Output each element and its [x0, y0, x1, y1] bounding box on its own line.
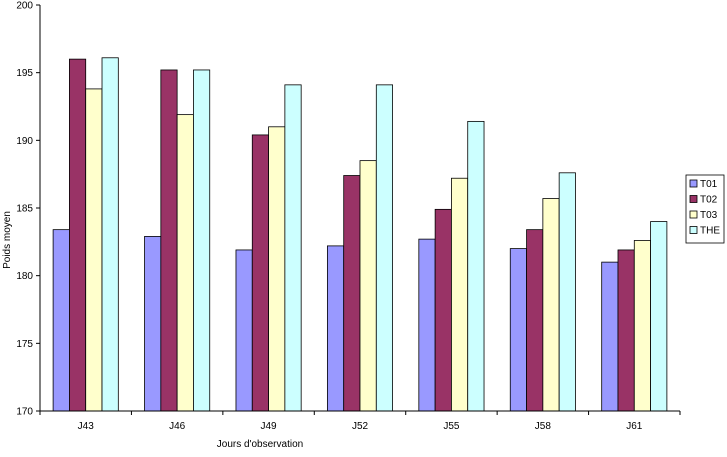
legend-swatch-t02 — [689, 195, 698, 203]
y-tick-label: 200 — [16, 1, 33, 12]
legend-swatch-the — [689, 226, 698, 234]
bar-t03-j52 — [359, 160, 377, 412]
bar-t01-j46 — [144, 236, 162, 412]
labels-layer: 170 175 180 185 190 195 200 J43 J46 J49 J52 J55 J58 J… — [16, 1, 642, 433]
legend-swatch-t03 — [689, 210, 698, 219]
bar-t02-j43 — [69, 58, 87, 412]
legend-label-t02: T02 — [700, 195, 718, 206]
legend-swatch-t01 — [689, 179, 698, 188]
x-tick-label: J46 — [169, 421, 186, 432]
bar-t02-j52 — [343, 175, 361, 412]
bar-the-j58 — [558, 172, 576, 412]
bar-t02-j61 — [617, 249, 635, 412]
x-tick-label: J55 — [443, 421, 460, 432]
bar-t02-j58 — [526, 229, 544, 412]
y-axis-title: Poids moyen — [2, 211, 13, 269]
y-tick-label: 195 — [16, 68, 33, 79]
x-tick-label: J58 — [535, 421, 552, 432]
bar-t03-j61 — [633, 240, 651, 412]
legend-label-t01: T01 — [700, 179, 718, 190]
legend-label-the: THE — [700, 226, 720, 237]
x-tick-label: J49 — [261, 421, 278, 432]
bar-t01-j52 — [326, 245, 345, 412]
bar-t03-j55 — [451, 177, 469, 412]
bar-t01-j58 — [509, 248, 527, 412]
y-tick-label: 180 — [16, 271, 33, 282]
y-tick-label: 185 — [16, 204, 33, 215]
bar-t03-j43 — [85, 88, 103, 412]
bar-t01-j49 — [235, 249, 253, 412]
x-tick-label: J43 — [78, 421, 95, 432]
bar-t02-j46 — [160, 69, 178, 412]
legend: T01 T02 T03 THE — [685, 174, 725, 244]
bar-t01-j43 — [52, 229, 70, 412]
y-tick-label: 175 — [16, 339, 33, 350]
bar-the-j49 — [284, 84, 302, 412]
bar-the-j55 — [467, 120, 485, 412]
bar-the-j46 — [193, 69, 211, 412]
x-tick-label: J52 — [352, 421, 369, 432]
bar-t02-j55 — [434, 208, 452, 412]
bar-the-j43 — [101, 57, 119, 412]
bars-layer — [52, 57, 668, 412]
y-tick-label: 190 — [16, 136, 33, 147]
x-tick-label: J61 — [626, 421, 643, 432]
x-axis-title: Jours d'observation — [217, 439, 303, 450]
bar-t03-j46 — [176, 114, 194, 412]
axes-layer — [36, 4, 681, 415]
bar-t03-j49 — [268, 126, 286, 412]
bar-t01-j55 — [418, 238, 436, 412]
legend-label-t03: T03 — [700, 210, 718, 221]
y-tick-label: 170 — [16, 407, 33, 418]
bar-t01-j61 — [601, 261, 619, 412]
bar-the-j52 — [375, 84, 393, 412]
bar-the-j61 — [650, 221, 668, 412]
bar-t02-j49 — [251, 134, 269, 412]
bar-t03-j58 — [542, 198, 560, 412]
